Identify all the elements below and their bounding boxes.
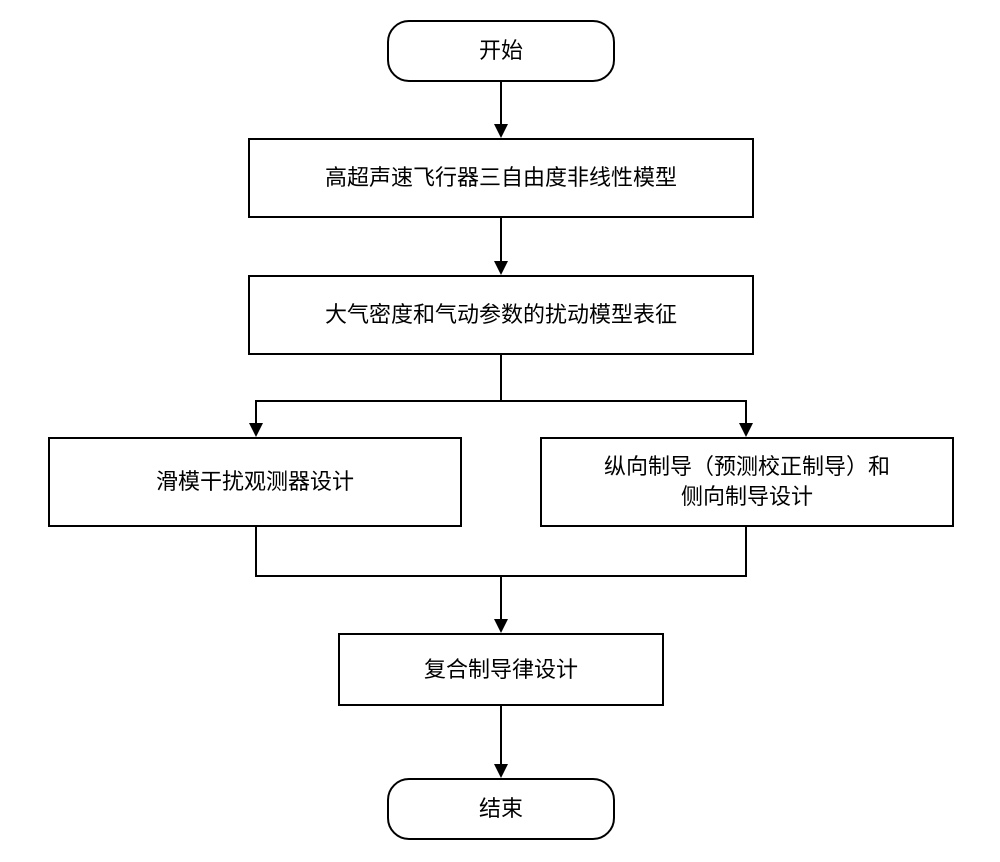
step3b-label: 纵向制导（预测校正制导）和 侧向制导设计 [604,452,890,511]
merge-stem [500,575,502,619]
fork-head-left [249,423,263,437]
fork-horizontal [255,400,747,402]
start-label: 开始 [479,36,523,66]
merge-head [494,619,508,633]
step3b-node: 纵向制导（预测校正制导）和 侧向制导设计 [540,437,954,527]
arrow-start-step1-line [500,82,502,124]
step3a-label: 滑模干扰观测器设计 [156,467,354,497]
arrow-step1-step2-head [494,261,508,275]
arrow-start-step1-head [494,124,508,138]
step1-node: 高超声速飞行器三自由度非线性模型 [248,138,754,218]
step4-node: 复合制导律设计 [338,633,664,706]
fork-stem [500,355,502,400]
step3a-node: 滑模干扰观测器设计 [48,437,462,527]
step2-label: 大气密度和气动参数的扰动模型表征 [325,300,677,330]
arrow-step4-end-line [500,706,502,764]
fork-head-right [739,423,753,437]
fork-drop-left [255,400,257,423]
step2-node: 大气密度和气动参数的扰动模型表征 [248,275,754,355]
arrow-step1-step2-line [500,218,502,261]
arrow-step4-end-head [494,764,508,778]
fork-drop-right [745,400,747,423]
start-node: 开始 [387,20,615,82]
step1-label: 高超声速飞行器三自由度非线性模型 [325,163,677,193]
merge-rise-right [745,527,747,575]
step4-label: 复合制导律设计 [424,655,578,685]
merge-rise-left [255,527,257,575]
end-node: 结束 [387,778,615,840]
end-label: 结束 [479,794,523,824]
